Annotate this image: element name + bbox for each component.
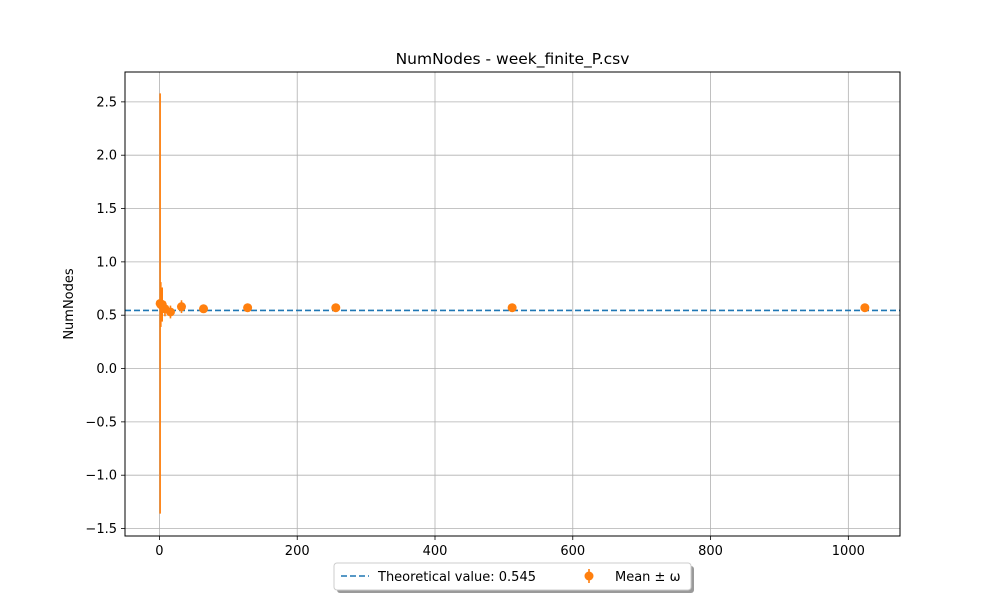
y-tick-label: 1.0 [96,255,117,270]
y-tick-label: 0.5 [96,309,117,324]
y-tick-label: 1.5 [96,202,117,217]
legend-box [333,562,692,591]
y-tick-label: 2.5 [96,95,117,110]
mean-point [331,303,341,313]
x-tick-label: 400 [423,544,448,559]
x-tick-label: 1000 [832,544,865,559]
x-tick-label: 600 [560,544,585,559]
x-tick-label: 0 [155,544,163,559]
y-axis-ticks: −1.5 −1.0 −0.5 0.0 0.5 1.0 1.5 2.0 2.5 [85,95,125,537]
mean-point [507,303,517,313]
legend-mean-label: Mean ± ω [615,570,680,585]
x-tick-label: 800 [698,544,723,559]
plot-frame [124,71,901,537]
legend-theoretical-label: Theoretical value: 0.545 [377,570,536,585]
mean-point [199,304,209,314]
y-tick-label: −1.0 [85,469,117,484]
grid [125,72,900,536]
legend: Theoretical value: 0.545 Mean ± ω [333,562,694,593]
mean-point [176,302,186,312]
chart-title: NumNodes - week_finite_P.csv [396,50,630,69]
x-tick-label: 200 [285,544,310,559]
legend-mean-marker-swatch [584,571,594,581]
y-axis-label: NumNodes [62,268,77,340]
x-axis-ticks: 0 200 400 600 800 1000 [155,536,865,559]
mean-point [165,307,175,317]
y-tick-label: 2.0 [96,149,117,164]
y-tick-label: −1.5 [85,522,117,537]
data-series-layer [155,93,870,514]
mean-point [243,303,253,313]
y-tick-label: 0.0 [96,362,117,377]
y-tick-label: −0.5 [85,415,117,430]
mean-point [860,303,870,313]
